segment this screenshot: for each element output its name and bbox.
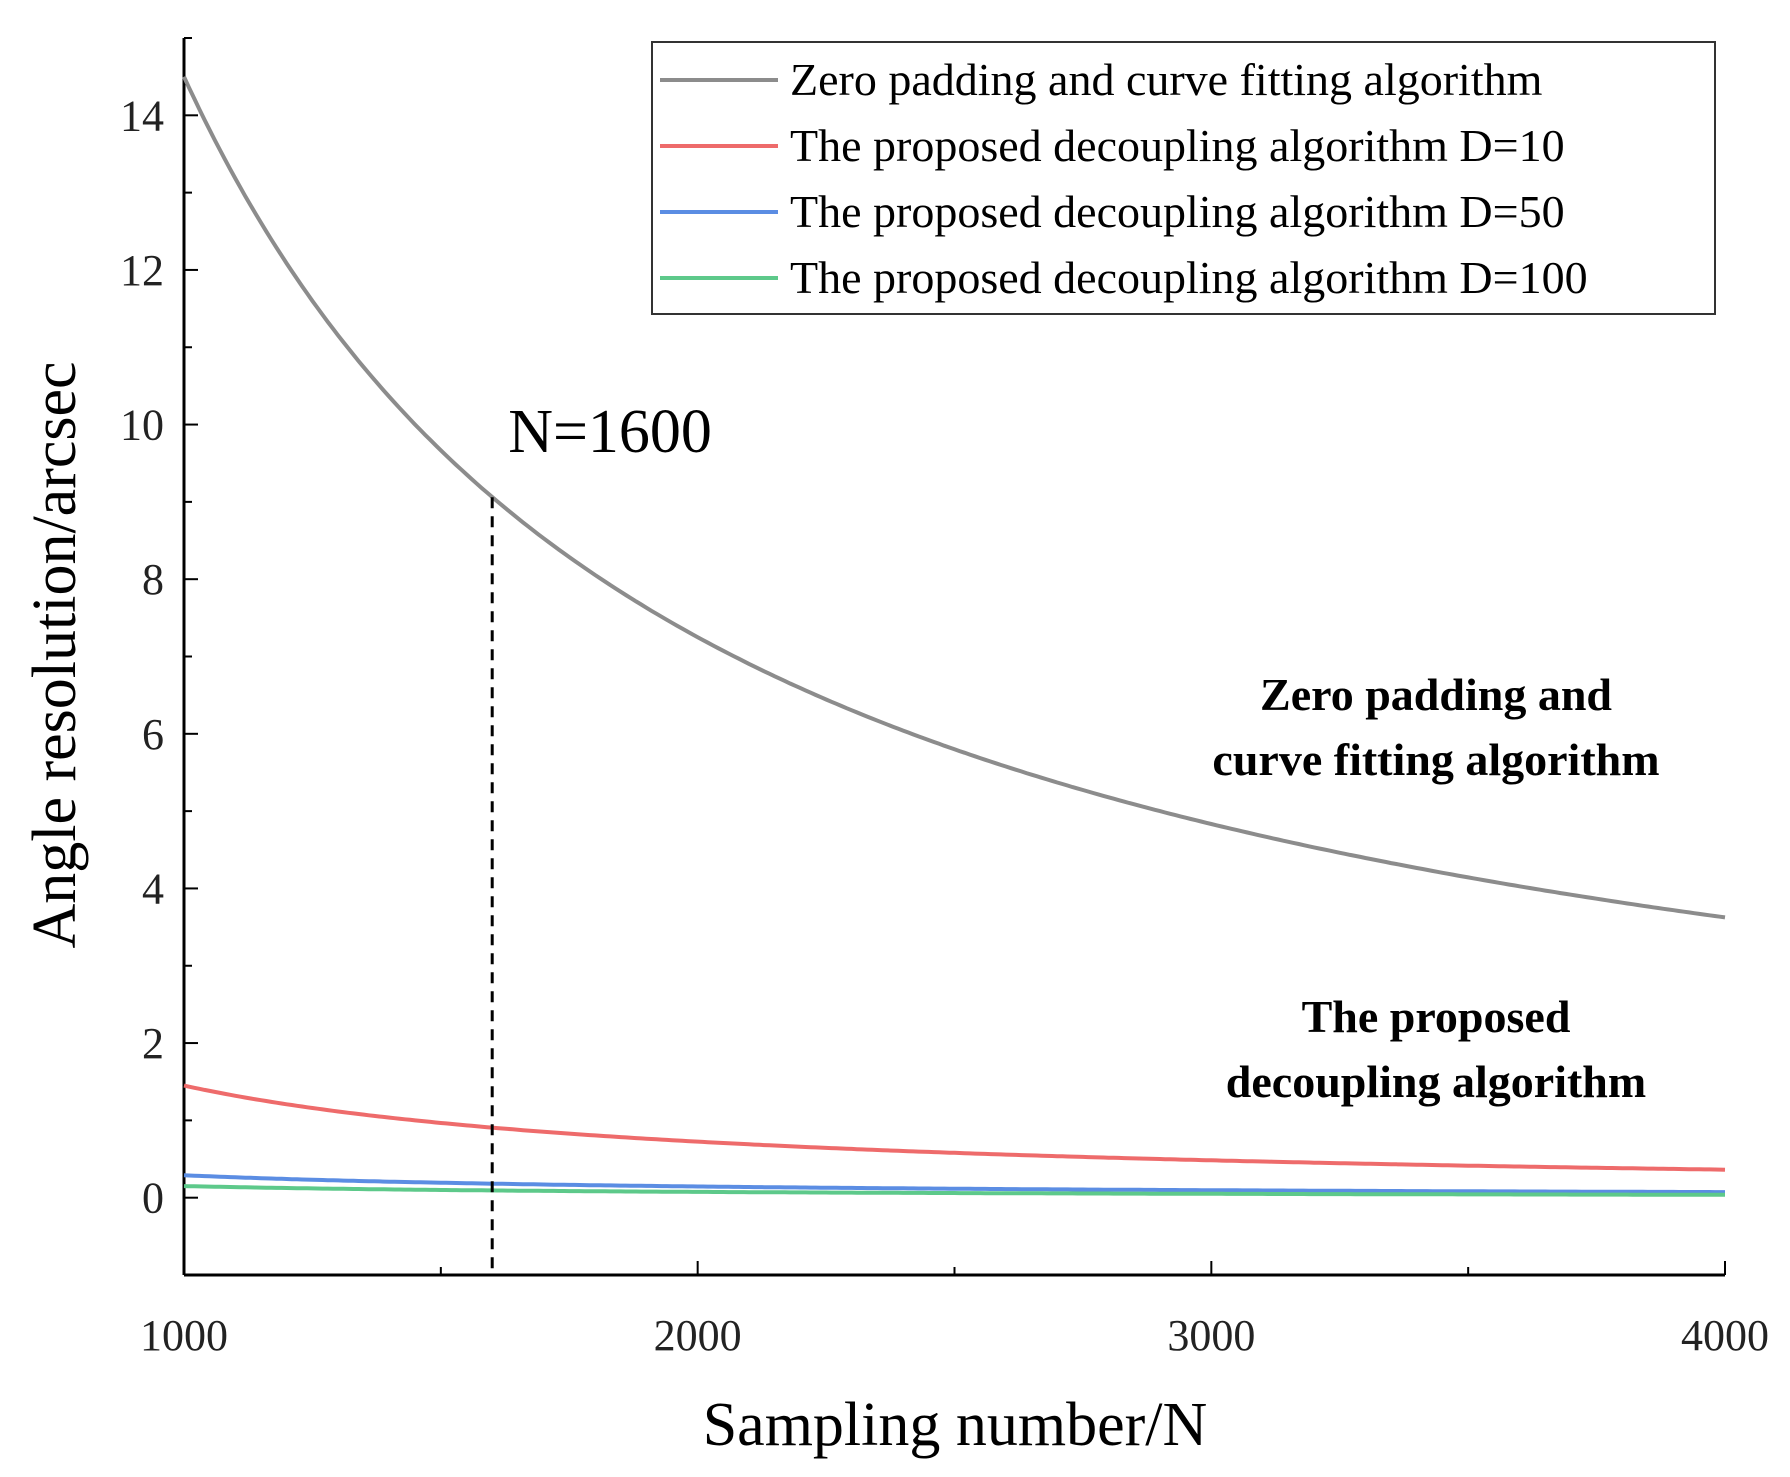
legend-label-d10: The proposed decoupling algorithm D=10 — [790, 120, 1565, 171]
curve-label-proposed-line2: decoupling algorithm — [1226, 1056, 1646, 1107]
y-tick-label: 4 — [142, 864, 164, 913]
series-lines — [182, 75, 1726, 1197]
x-tick-label: 1000 — [140, 1311, 228, 1360]
y-tick-label: 2 — [142, 1019, 164, 1068]
series-line-d50 — [183, 1173, 1725, 1195]
x-tick-label: 2000 — [654, 1311, 742, 1360]
x-axis-title: Sampling number/N — [703, 1391, 1208, 1459]
y-axis-title: Angle resolution/arcsec — [21, 361, 89, 948]
legend: Zero padding and curve fitting algorithm… — [651, 41, 1716, 315]
axes: 0 2 4 6 8 10 12 14 1000 2000 3000 4000 — [120, 37, 1769, 1360]
legend-label-zero-padding: Zero padding and curve fitting algorithm — [790, 54, 1543, 105]
legend-box — [651, 41, 1716, 315]
y-tick-label: 0 — [142, 1174, 164, 1223]
curve-label-zero-padding-line2: curve fitting algorithm — [1212, 734, 1659, 785]
y-tick-label: 10 — [120, 401, 164, 450]
series-line-zero-padding — [182, 75, 1726, 920]
annotation-n1600: N=1600 — [508, 398, 712, 466]
y-tick-label: 8 — [142, 555, 164, 604]
series-line-d10 — [183, 1083, 1726, 1172]
y-tick-label: 14 — [120, 91, 164, 140]
x-tick-label: 4000 — [1681, 1311, 1769, 1360]
series-line-d100 — [183, 1184, 1725, 1197]
legend-label-d100: The proposed decoupling algorithm D=100 — [790, 252, 1588, 303]
legend-label-d50: The proposed decoupling algorithm D=50 — [790, 186, 1565, 237]
y-tick-label: 12 — [120, 246, 164, 295]
curve-label-zero-padding: Zero padding and curve fitting algorithm — [1212, 669, 1659, 785]
x-tick-label: 3000 — [1167, 1311, 1255, 1360]
curve-label-proposed-line1: The proposed — [1302, 991, 1571, 1042]
curve-label-proposed: The proposed decoupling algorithm — [1226, 991, 1646, 1107]
y-tick-label: 6 — [142, 710, 164, 759]
curve-label-zero-padding-line1: Zero padding and — [1260, 669, 1612, 720]
